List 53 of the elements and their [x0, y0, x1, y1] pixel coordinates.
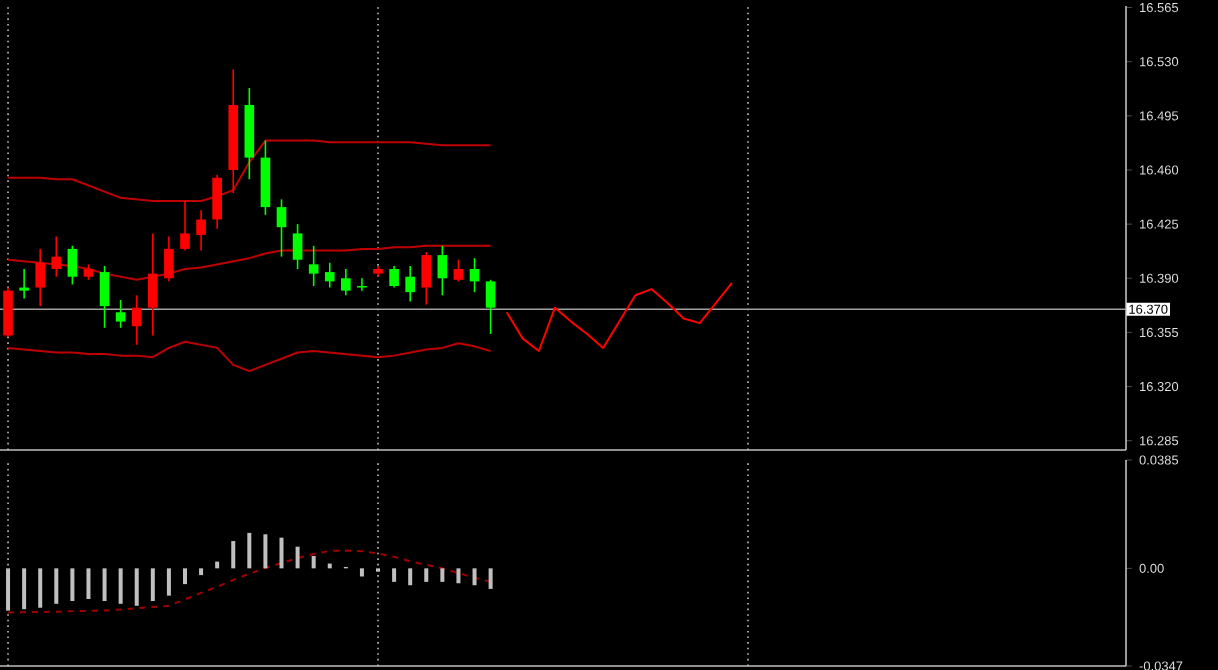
- bar: [359, 568, 364, 577]
- candlestick: [276, 198, 287, 258]
- bar: [199, 568, 204, 576]
- candlestick: [212, 173, 222, 230]
- bar: [22, 568, 27, 610]
- bar: [295, 546, 300, 569]
- bar: [182, 568, 187, 585]
- candlestick: [308, 244, 319, 287]
- bar: [408, 568, 413, 586]
- bar: [102, 568, 107, 601]
- candlestick: [35, 248, 46, 307]
- candlestick: [131, 294, 142, 346]
- bar: [311, 555, 316, 569]
- bar: [424, 568, 429, 582]
- candlestick: [180, 200, 190, 252]
- candlestick: [469, 257, 480, 293]
- candlestick: [437, 244, 448, 297]
- bar: [70, 568, 75, 601]
- candlestick: [115, 299, 126, 329]
- bar: [392, 568, 397, 582]
- candlestick: [292, 223, 303, 270]
- candlestick: [147, 232, 158, 337]
- bar: [279, 537, 284, 569]
- candlestick: [164, 235, 174, 283]
- candlestick: [485, 279, 496, 335]
- bar: [456, 568, 461, 584]
- candlestick: [19, 268, 29, 300]
- candlestick: [99, 265, 110, 329]
- candlestick: [421, 251, 432, 306]
- bar: [247, 532, 252, 569]
- candlestick: [324, 262, 335, 289]
- candlestick: [67, 244, 78, 286]
- candlestick: [196, 209, 206, 252]
- bar: [38, 568, 43, 608]
- bar: [118, 568, 123, 604]
- bar: [231, 541, 236, 569]
- bar: [263, 534, 268, 569]
- bar: [150, 568, 155, 601]
- bar: [54, 568, 59, 604]
- candlestick: [357, 277, 367, 292]
- candlestick: [341, 268, 351, 297]
- bar: [440, 568, 445, 582]
- bar: [488, 568, 493, 589]
- candlestick: [405, 265, 416, 303]
- line-series: [505, 281, 733, 352]
- candlestick: [3, 286, 13, 338]
- candlestick: [51, 235, 62, 278]
- candlestick: [453, 258, 464, 283]
- bar: [134, 568, 139, 606]
- bar: [472, 568, 477, 586]
- bar: [86, 568, 91, 600]
- candlestick: [389, 265, 399, 289]
- bar: [166, 568, 171, 596]
